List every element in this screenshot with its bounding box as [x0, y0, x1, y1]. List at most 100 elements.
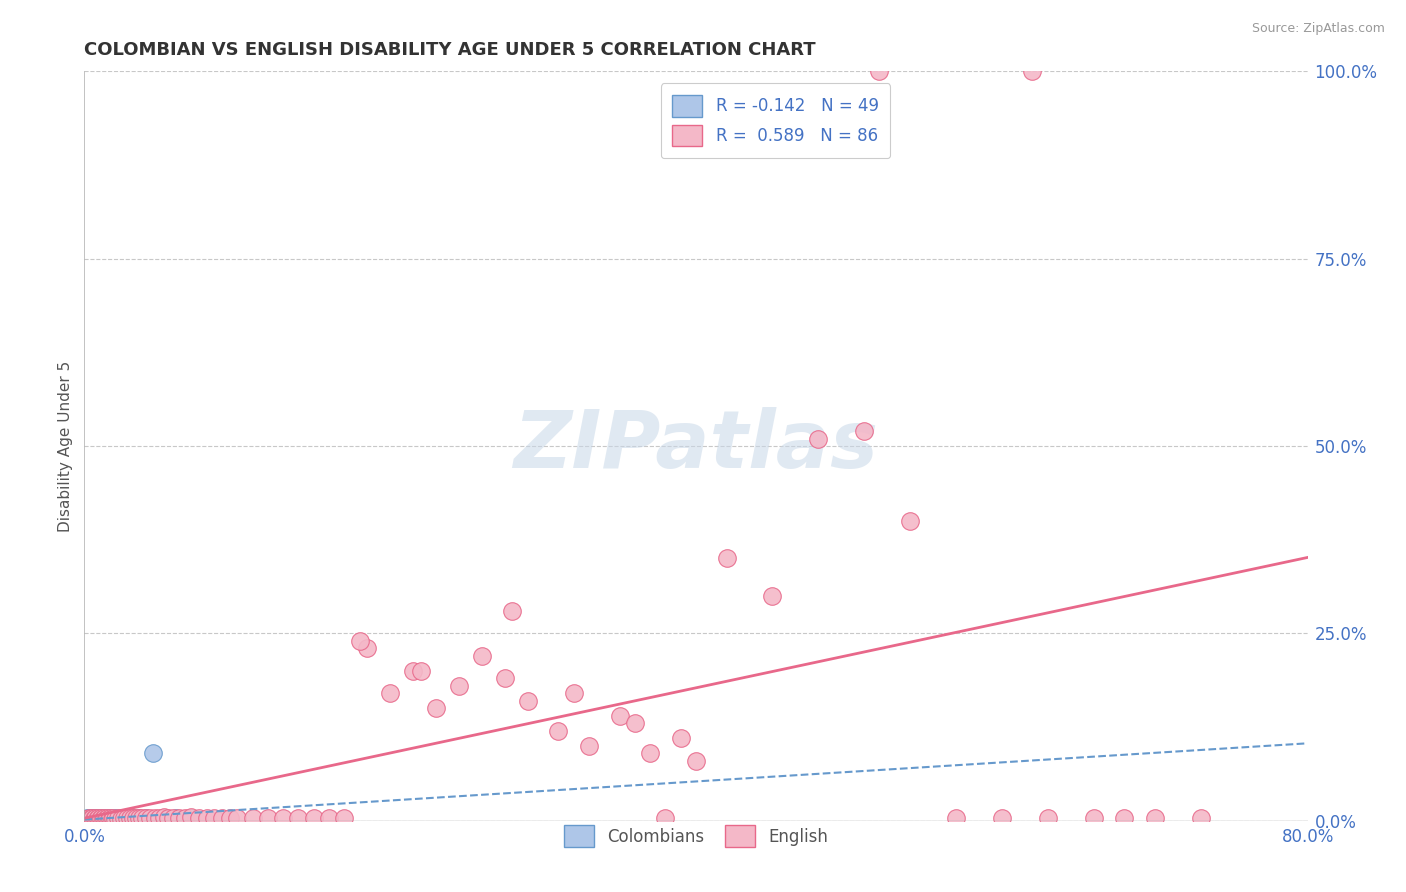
- Point: [105, 811, 128, 825]
- Point: [494, 671, 516, 685]
- Point: [153, 811, 176, 825]
- Point: [138, 812, 160, 826]
- Point: [103, 811, 125, 825]
- Point: [211, 811, 233, 825]
- Point: [94, 812, 117, 826]
- Point: [143, 811, 166, 825]
- Point: [89, 811, 111, 825]
- Point: [120, 812, 142, 826]
- Point: [104, 812, 127, 826]
- Point: [188, 811, 211, 825]
- Point: [148, 811, 170, 825]
- Point: [898, 514, 921, 528]
- Point: [122, 811, 145, 825]
- Point: [761, 589, 783, 603]
- Point: [257, 811, 280, 825]
- Text: COLOMBIAN VS ENGLISH DISABILITY AGE UNDER 5 CORRELATION CHART: COLOMBIAN VS ENGLISH DISABILITY AGE UNDE…: [84, 41, 815, 59]
- Point: [83, 812, 105, 826]
- Point: [669, 731, 692, 746]
- Point: [84, 811, 107, 825]
- Point: [271, 811, 294, 825]
- Point: [101, 812, 124, 826]
- Point: [77, 812, 100, 826]
- Point: [402, 664, 425, 678]
- Point: [162, 811, 184, 825]
- Point: [112, 811, 135, 825]
- Point: [945, 811, 967, 825]
- Point: [142, 746, 165, 760]
- Point: [226, 811, 249, 825]
- Point: [115, 811, 138, 825]
- Point: [80, 811, 103, 825]
- Point: [1143, 811, 1166, 825]
- Point: [97, 812, 120, 826]
- Point: [167, 811, 190, 825]
- Point: [111, 811, 134, 825]
- Point: [685, 754, 707, 768]
- Point: [79, 811, 101, 825]
- Point: [195, 811, 218, 825]
- Point: [86, 812, 108, 826]
- Point: [114, 811, 136, 825]
- Point: [125, 812, 148, 826]
- Text: ZIPatlas: ZIPatlas: [513, 407, 879, 485]
- Point: [91, 812, 114, 826]
- Point: [471, 648, 494, 663]
- Point: [1114, 811, 1136, 825]
- Point: [122, 811, 145, 825]
- Point: [287, 811, 309, 825]
- Point: [89, 812, 111, 826]
- Point: [98, 811, 121, 825]
- Point: [1036, 811, 1059, 825]
- Point: [86, 812, 108, 826]
- Point: [218, 811, 240, 825]
- Point: [609, 708, 631, 723]
- Point: [76, 811, 98, 825]
- Point: [86, 811, 108, 825]
- Point: [107, 812, 129, 826]
- Point: [90, 811, 112, 825]
- Point: [104, 812, 127, 826]
- Point: [180, 810, 202, 824]
- Point: [77, 811, 100, 825]
- Point: [1189, 811, 1212, 825]
- Point: [242, 811, 264, 825]
- Point: [380, 686, 402, 700]
- Point: [96, 811, 118, 825]
- Point: [125, 811, 148, 825]
- Point: [153, 810, 176, 824]
- Point: [79, 812, 101, 826]
- Point: [98, 811, 121, 825]
- Point: [84, 811, 107, 825]
- Point: [165, 811, 187, 825]
- Point: [97, 812, 120, 826]
- Point: [87, 812, 110, 826]
- Point: [654, 811, 676, 825]
- Point: [112, 812, 135, 826]
- Point: [75, 812, 97, 826]
- Point: [75, 812, 97, 826]
- Point: [96, 811, 118, 825]
- Point: [869, 64, 891, 78]
- Point: [302, 811, 325, 825]
- Point: [79, 812, 101, 826]
- Point: [638, 746, 661, 760]
- Point: [76, 812, 98, 826]
- Point: [90, 812, 112, 826]
- Point: [146, 812, 169, 826]
- Point: [128, 811, 150, 825]
- Point: [991, 811, 1014, 825]
- Point: [94, 812, 117, 826]
- Point: [76, 812, 98, 826]
- Point: [93, 812, 115, 826]
- Point: [80, 812, 103, 826]
- Point: [1083, 811, 1105, 825]
- Point: [624, 716, 647, 731]
- Point: [135, 811, 157, 825]
- Point: [83, 812, 105, 826]
- Point: [110, 812, 132, 826]
- Text: Source: ZipAtlas.com: Source: ZipAtlas.com: [1251, 22, 1385, 36]
- Point: [101, 812, 124, 826]
- Point: [77, 811, 100, 825]
- Point: [139, 811, 162, 825]
